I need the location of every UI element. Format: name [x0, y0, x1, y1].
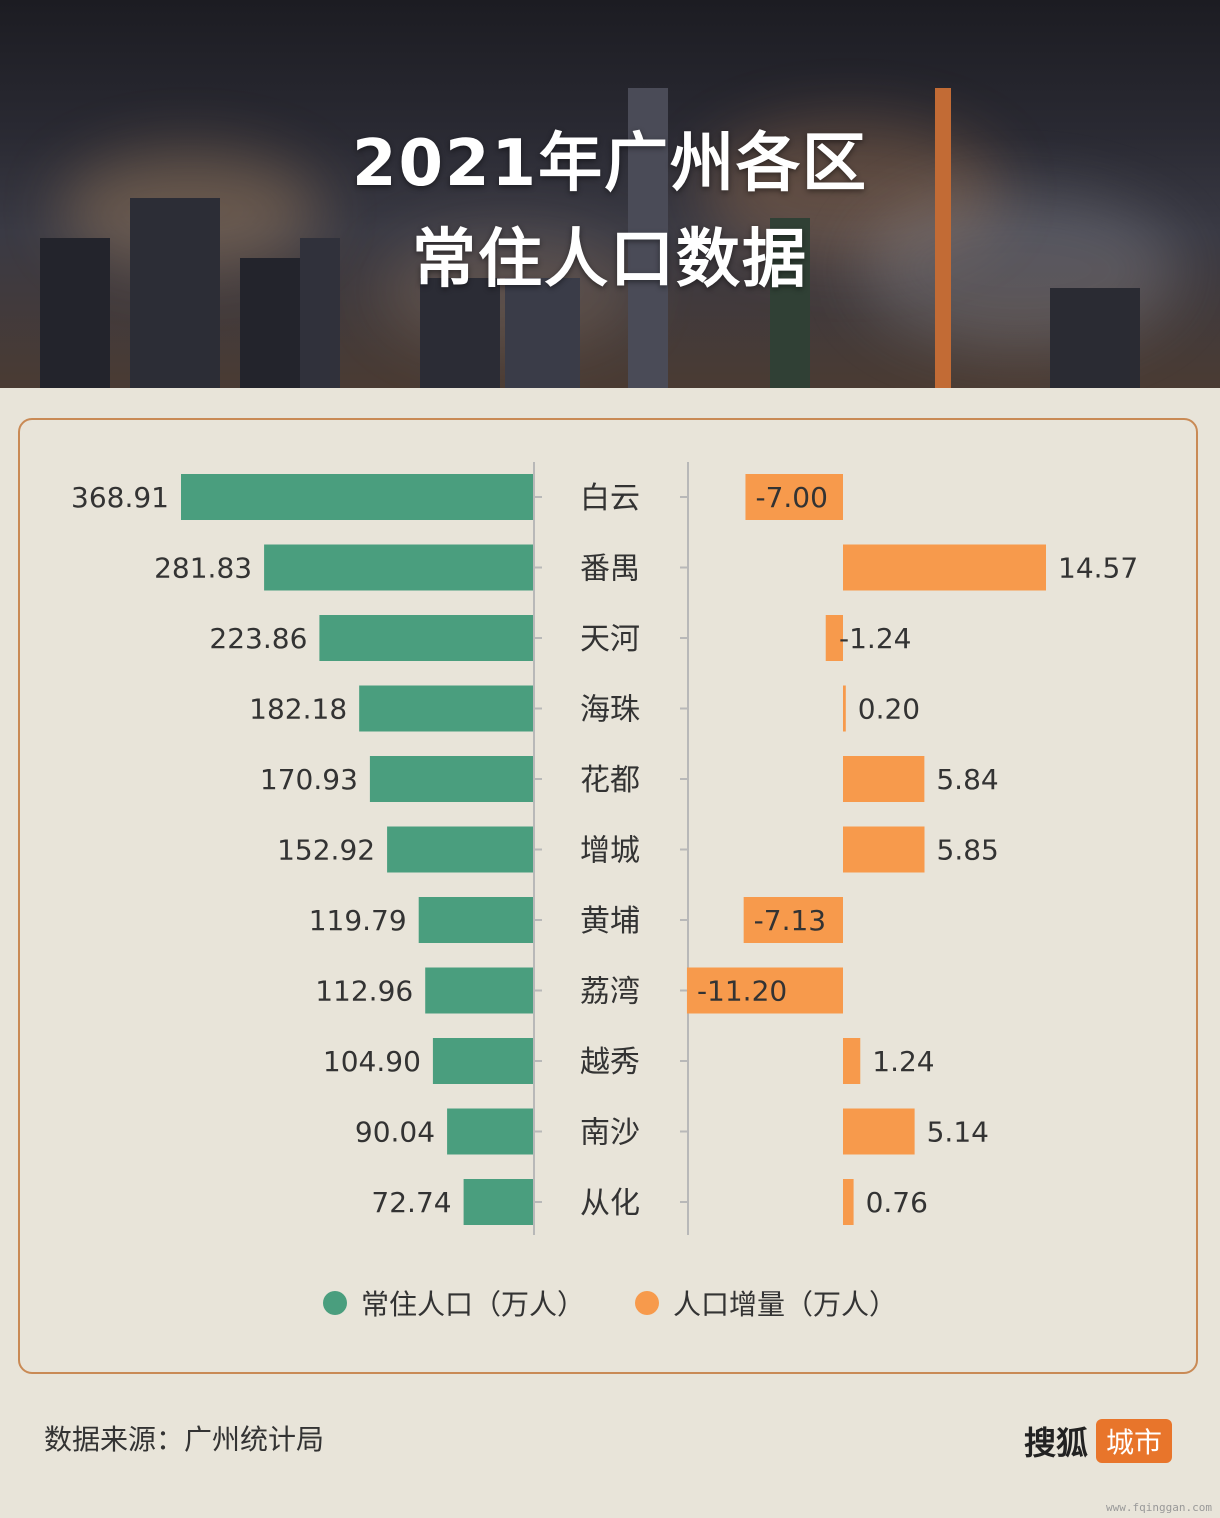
change-value-label: 0.20	[858, 693, 920, 726]
legend-label-change: 人口增量（万人）	[673, 1288, 898, 1321]
brand-logo: 搜狐 城市	[1024, 1418, 1172, 1464]
district-label: 白云	[580, 481, 640, 516]
change-bar	[745, 474, 843, 520]
population-value-label: 281.83	[154, 552, 252, 585]
header-banner: 2021年广州各区 常住人口数据	[0, 0, 1220, 388]
change-value-label: 5.84	[936, 763, 998, 796]
change-value-label: 14.57	[1058, 552, 1138, 585]
watermark: www.fqinggan.com	[1106, 1501, 1212, 1514]
change-value-label: -11.20	[697, 975, 787, 1008]
change-bar	[843, 1179, 854, 1225]
district-label: 天河	[580, 622, 640, 657]
district-label: 海珠	[580, 693, 640, 728]
district-label: 增城	[580, 834, 640, 869]
title-line-2: 常住人口数据	[412, 223, 808, 297]
change-bar	[686, 967, 843, 1014]
change-bar	[843, 1038, 861, 1084]
population-value-label: 223.86	[209, 622, 307, 655]
legend-item-population: 常住人口（万人）	[322, 1283, 585, 1323]
population-bar	[432, 1038, 533, 1084]
population-chart: 368.91 白云 -7.00 281.83 番禺 14.57 223.86 天河 -1.24 1…	[71, 462, 1138, 1235]
population-bar	[181, 474, 533, 520]
change-bar	[843, 544, 1046, 591]
district-label: 花都	[580, 763, 640, 798]
population-bar	[463, 1179, 533, 1225]
chart-legend: 常住人口（万人） 人口增量（万人）	[0, 1283, 1220, 1323]
population-bar	[418, 897, 533, 943]
change-value-label: -1.24	[839, 622, 911, 655]
population-value-label: 182.18	[249, 693, 347, 726]
district-label: 从化	[580, 1186, 640, 1221]
population-bar	[425, 967, 533, 1014]
population-bar	[359, 685, 533, 732]
change-bar	[843, 685, 846, 732]
brand-main: 搜狐	[1023, 1424, 1088, 1462]
population-value-label: 152.92	[277, 834, 375, 867]
population-bar	[369, 756, 533, 802]
legend-item-change: 人口增量（万人）	[635, 1283, 897, 1323]
change-bar	[843, 756, 925, 802]
change-value-label: 0.76	[866, 1186, 928, 1219]
district-label: 越秀	[580, 1045, 640, 1080]
change-value-label: 1.24	[872, 1045, 934, 1078]
population-bar	[319, 615, 533, 661]
population-value-label: 104.90	[323, 1045, 421, 1078]
population-bar	[387, 826, 533, 873]
change-bar	[843, 1108, 915, 1155]
population-bar	[447, 1108, 533, 1155]
population-value-label: 112.96	[315, 975, 413, 1008]
district-label: 荔湾	[580, 975, 640, 1010]
population-value-label: 119.79	[309, 904, 407, 937]
population-bar	[264, 544, 533, 591]
change-bar	[843, 826, 925, 873]
district-label: 番禺	[580, 552, 640, 587]
population-value-label: 72.74	[371, 1186, 451, 1219]
population-value-label: 170.93	[260, 763, 358, 796]
title-line-1: 2021年广州各区	[351, 127, 869, 201]
change-value-label: -7.13	[754, 904, 826, 937]
change-value-label: -7.00	[755, 481, 827, 514]
population-value-label: 90.04	[355, 1116, 435, 1149]
data-source: 数据来源：广州统计局	[44, 1423, 325, 1456]
change-bar	[825, 615, 843, 661]
district-label: 南沙	[580, 1116, 640, 1151]
district-label: 黄埔	[580, 904, 640, 939]
legend-dot-population	[322, 1291, 347, 1315]
change-value-label: 5.14	[927, 1116, 989, 1149]
brand-sub: 城市	[1095, 1419, 1172, 1463]
change-bar	[743, 897, 843, 943]
legend-label-population: 常住人口（万人）	[360, 1288, 585, 1321]
legend-dot-change	[635, 1291, 659, 1315]
change-value-label: 5.85	[937, 834, 999, 867]
population-value-label: 368.91	[71, 481, 169, 514]
